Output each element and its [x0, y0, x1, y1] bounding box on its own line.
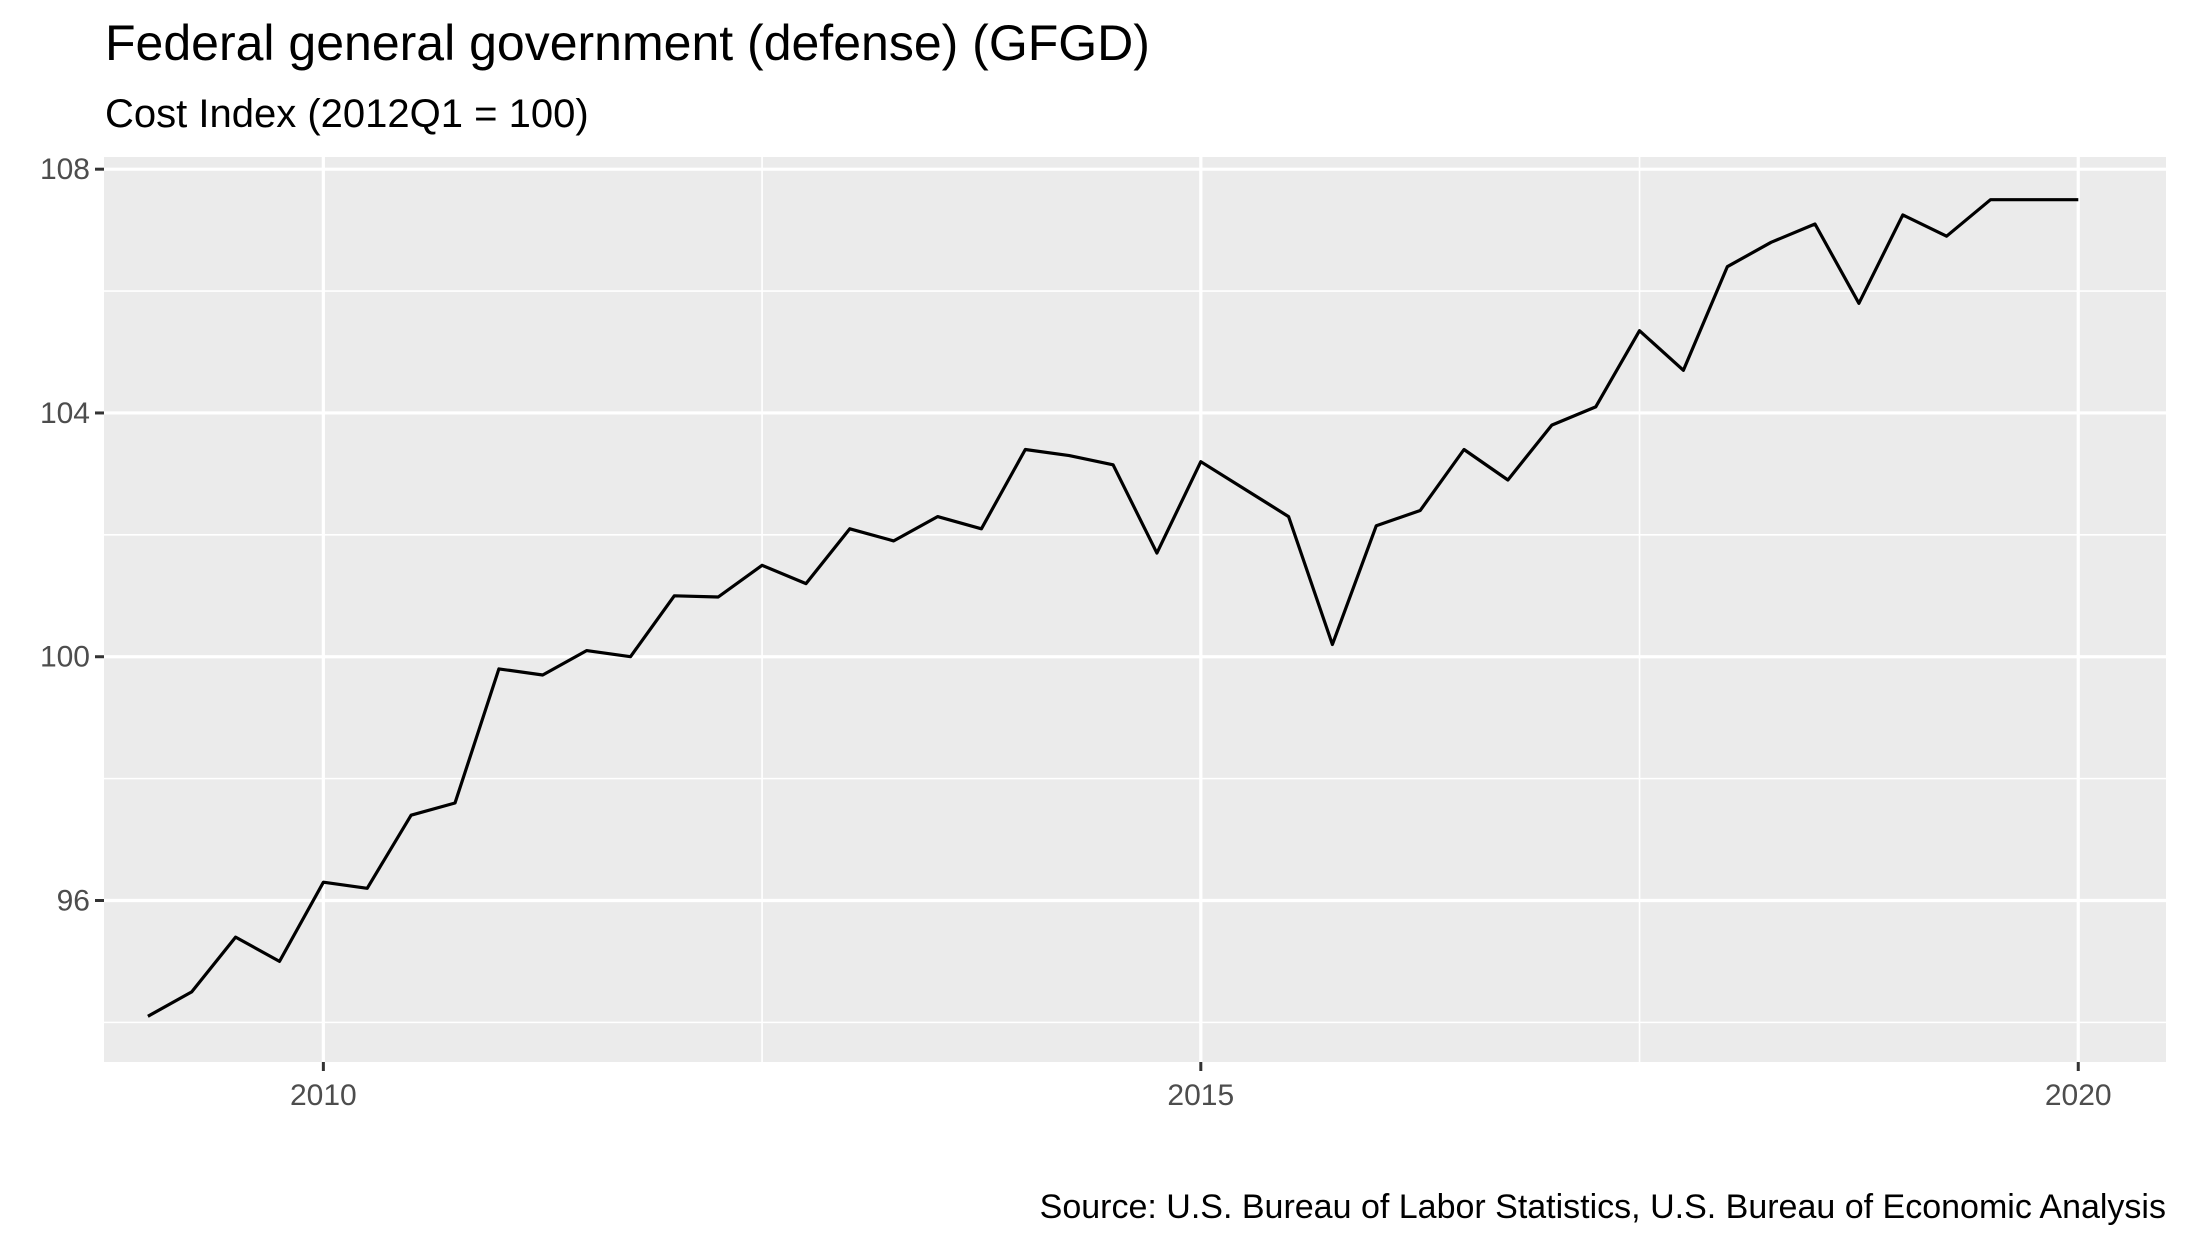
- major-gridlines: [104, 157, 2166, 1062]
- y-tick-label: 108: [40, 153, 90, 186]
- series-line: [147, 198, 2079, 1018]
- series-layer: [147, 198, 2079, 1018]
- y-tick-label: 96: [57, 885, 90, 918]
- y-tick-label: 104: [40, 397, 90, 430]
- x-tick-label: 2010: [290, 1079, 357, 1112]
- x-axis: 2010 2015 2020: [290, 1062, 2112, 1112]
- y-axis: 96 100 104 108: [40, 153, 104, 918]
- y-tick-label: 100: [40, 641, 90, 674]
- chart-caption: Source: U.S. Bureau of Labor Statistics,…: [1039, 1188, 2166, 1226]
- x-tick-label: 2015: [1167, 1079, 1234, 1112]
- x-tick-label: 2020: [2045, 1079, 2112, 1112]
- minor-gridlines: [104, 157, 2166, 1062]
- plot-panel: [104, 157, 2166, 1062]
- chart-title: Federal general government (defense) (GF…: [105, 15, 1150, 71]
- chart-subtitle: Cost Index (2012Q1 = 100): [105, 92, 589, 136]
